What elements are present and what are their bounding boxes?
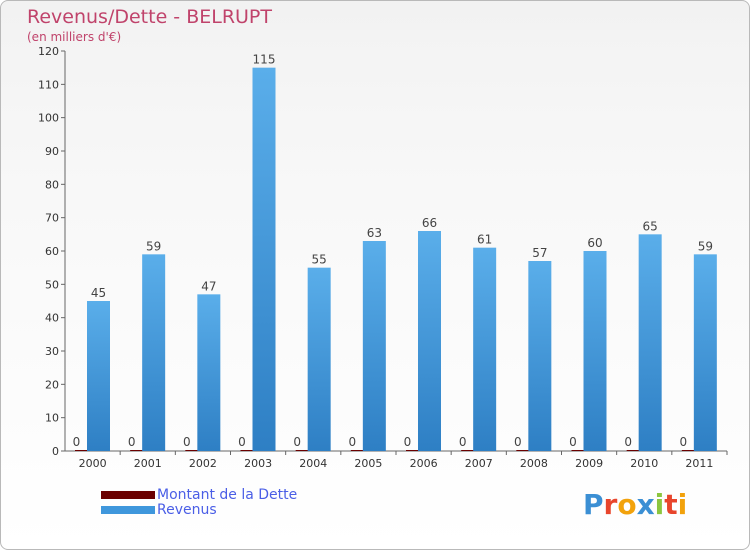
bar-revenus [252, 67, 276, 452]
x-tick-label: 2005 [354, 457, 382, 470]
y-tick-label: 90 [45, 145, 59, 158]
data-label-dette: 0 [183, 435, 191, 449]
x-tick-label: 2010 [630, 457, 658, 470]
data-label-revenus: 45 [91, 286, 106, 300]
bar-dette [571, 450, 595, 451]
data-label-dette: 0 [404, 435, 412, 449]
data-label-revenus: 60 [587, 236, 602, 250]
x-tick-label: 2007 [465, 457, 493, 470]
data-label-revenus: 57 [532, 246, 547, 260]
bar-revenus [418, 231, 441, 451]
x-tick-label: 2008 [520, 457, 548, 470]
bar-dette [75, 450, 98, 451]
bar-revenus [362, 241, 386, 451]
y-tick-label: 110 [38, 78, 59, 91]
bar-dette [461, 450, 485, 451]
bar-dette [295, 450, 319, 451]
y-tick-label: 60 [45, 245, 59, 258]
bar-dette [350, 450, 374, 451]
data-label-dette: 0 [238, 435, 246, 449]
bar-revenus [473, 247, 497, 451]
y-tick-label: 40 [45, 312, 59, 325]
x-tick-label: 2009 [575, 457, 603, 470]
logo-letter: i [677, 488, 688, 521]
proxiti-logo: Proxiti [583, 488, 687, 521]
bar-revenus [638, 234, 662, 451]
y-tick-label: 30 [45, 345, 59, 358]
bar-dette [626, 450, 650, 451]
data-label-revenus: 66 [422, 216, 437, 230]
y-tick-label: 120 [38, 45, 59, 58]
y-tick-label: 10 [45, 412, 59, 425]
data-label-revenus: 61 [477, 233, 492, 247]
bar-revenus [583, 251, 607, 451]
data-label-dette: 0 [349, 435, 357, 449]
data-label-revenus: 47 [201, 279, 216, 293]
bar-revenus [693, 254, 717, 451]
legend-swatch-dette [101, 491, 155, 499]
y-tick-label: 20 [45, 378, 59, 391]
x-tick-label: 2011 [685, 457, 713, 470]
x-tick-label: 2006 [410, 457, 438, 470]
bar-revenus [87, 301, 110, 451]
legend-swatch-revenus [101, 506, 155, 514]
chart-title: Revenus/Dette - BELRUPT [27, 6, 272, 28]
y-tick-label: 100 [38, 112, 59, 125]
bar-dette [240, 450, 264, 451]
data-label-dette: 0 [514, 435, 522, 449]
bar-dette [681, 450, 705, 451]
data-label-revenus: 63 [367, 226, 382, 240]
bar-dette [185, 450, 209, 451]
logo-letter: r [603, 488, 618, 521]
logo-letter: P [583, 488, 604, 521]
bar-dette [406, 450, 429, 451]
data-label-dette: 0 [293, 435, 301, 449]
data-label-dette: 0 [459, 435, 467, 449]
x-tick-label: 2001 [134, 457, 162, 470]
data-label-revenus: 115 [253, 53, 276, 67]
bar-revenus [142, 254, 166, 451]
y-tick-label: 80 [45, 178, 59, 191]
y-tick-label: 50 [45, 278, 59, 291]
data-label-dette: 0 [73, 435, 81, 449]
legend-label-revenus: Revenus [157, 502, 217, 518]
x-tick-label: 2002 [189, 457, 217, 470]
x-tick-label: 2003 [244, 457, 272, 470]
bar-dette [130, 450, 154, 451]
data-label-revenus: 55 [312, 253, 327, 267]
logo-letter: x [636, 488, 655, 521]
data-label-dette: 0 [624, 435, 632, 449]
data-label-dette: 0 [569, 435, 577, 449]
data-label-dette: 0 [680, 435, 688, 449]
data-label-dette: 0 [128, 435, 136, 449]
logo-letter: t [664, 488, 678, 521]
y-tick-label: 0 [52, 445, 59, 458]
legend-label-dette: Montant de la Dette [157, 487, 298, 503]
data-label-revenus: 65 [643, 219, 658, 233]
chart-subtitle: (en milliers d'€) [27, 30, 122, 44]
data-label-revenus: 59 [146, 239, 161, 253]
bar-revenus [528, 261, 552, 451]
x-tick-label: 2004 [299, 457, 327, 470]
data-label-revenus: 59 [698, 239, 713, 253]
logo-letter: o [617, 488, 637, 521]
y-tick-label: 70 [45, 212, 59, 225]
bar-revenus [197, 294, 221, 451]
logo-letter: i [654, 488, 665, 521]
x-tick-label: 2000 [79, 457, 107, 470]
bar-dette [516, 450, 540, 451]
bar-revenus [307, 267, 331, 451]
